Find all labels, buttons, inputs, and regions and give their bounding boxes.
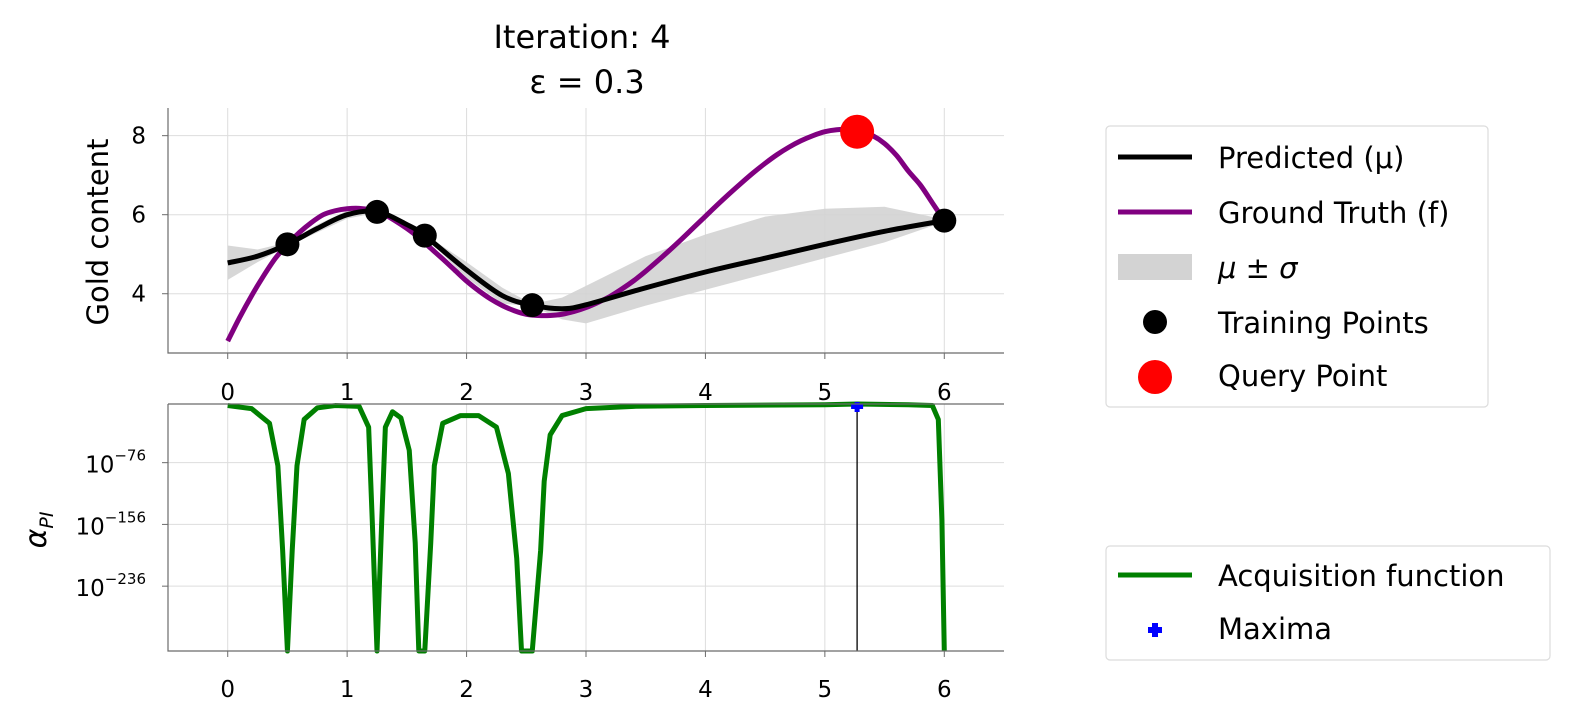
bottom-xtick-label: 1 [340, 677, 355, 703]
gold-content-panel: 0 1 2 3 4 5 6 4 6 8 Gold content [81, 108, 1004, 406]
bottom-ytick-label: 10−156 [76, 508, 146, 540]
legend-maxima-label: Maxima [1218, 612, 1332, 646]
alpha-subscript: PI [36, 511, 58, 528]
alpha-symbol: α [19, 528, 54, 548]
training-points [275, 199, 957, 318]
bottom-xtick-label: 4 [698, 677, 713, 703]
ground-truth-line [225, 126, 947, 343]
top-xtick-label: 1 [340, 380, 355, 406]
bottom-xtick-label: 6 [937, 677, 952, 703]
training-point [520, 293, 545, 318]
legend-query-label: Query Point [1218, 359, 1387, 393]
top-ytick-label: 4 [131, 282, 146, 308]
training-point [932, 208, 957, 233]
top-ytick-label: 6 [131, 203, 146, 229]
legend-training-swatch [1143, 310, 1167, 334]
bottom-xtick-label: 0 [220, 677, 235, 703]
acquisition-panel: 0 1 2 3 4 5 6 10−76 10−156 10−236 αPI [19, 401, 1004, 703]
top-xtick-label: 3 [579, 380, 594, 406]
predicted-line [227, 208, 945, 312]
legend-acq-label: Acquisition function [1218, 559, 1505, 593]
uncertainty-band [227, 206, 945, 324]
top-xtick-label: 4 [698, 380, 713, 406]
legend-predicted-label: Predicted (μ) [1218, 141, 1404, 175]
top-axes-spine [167, 108, 1004, 354]
legend-query-swatch [1138, 360, 1172, 394]
top-ticks: 0 1 2 3 4 5 6 4 6 8 [131, 124, 951, 406]
legend-truth-label: Ground Truth (f) [1218, 196, 1449, 230]
top-xtick-label: 0 [220, 380, 235, 406]
query-point [840, 114, 875, 149]
legend-top-box [1105, 125, 1489, 408]
bottom-xtick-label: 3 [579, 677, 594, 703]
top-ylabel: Gold content [81, 139, 115, 326]
maxima-plus-v [854, 402, 860, 412]
acquisition-line [227, 401, 947, 654]
legend-band-swatch [1118, 254, 1192, 280]
bottom-xtick-label: 2 [459, 677, 474, 703]
training-point [365, 199, 389, 224]
top-ytick-label: 8 [131, 124, 146, 150]
chart-subtitle: ε = 0.3 [529, 63, 644, 101]
bottom-ytick-label: 10−236 [76, 570, 146, 602]
top-xtick-label: 6 [937, 380, 952, 406]
top-xtick-label: 5 [818, 380, 833, 406]
chart-title: Iteration: 4 [493, 18, 670, 56]
top-xtick-label: 2 [459, 380, 474, 406]
bottom-ticks: 0 1 2 3 4 5 6 10−76 10−156 10−236 [76, 447, 952, 703]
legend-band-label: μ ± σ [1217, 251, 1299, 285]
bottom-axes-spine [167, 403, 1004, 652]
legend-maxima-swatch [1148, 623, 1162, 637]
legend-bottom: Acquisition function Maxima [1105, 545, 1551, 661]
training-point [412, 223, 437, 248]
legend-bottom-box [1105, 545, 1551, 661]
bottom-grid [168, 404, 1004, 651]
bottom-ylabel: αPI [19, 511, 58, 548]
legend-training-label: Training Points [1217, 306, 1429, 340]
training-point [275, 232, 300, 257]
legend-top: Predicted (μ) Ground Truth (f) μ ± σ Tra… [1105, 125, 1489, 408]
bottom-ytick-label: 10−76 [85, 447, 146, 479]
maxima-marker [851, 402, 864, 412]
bottom-xtick-label: 5 [818, 677, 833, 703]
